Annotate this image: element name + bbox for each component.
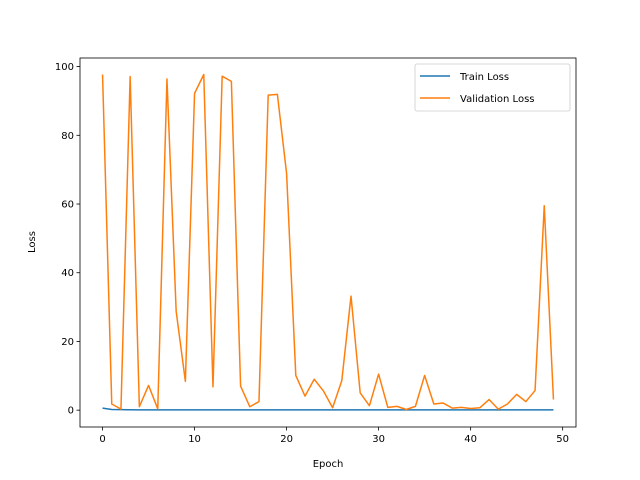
y-tick-label: 40 [61,268,74,279]
x-tick-label: 50 [556,434,569,445]
y-tick-label: 20 [61,337,74,348]
x-tick-label: 30 [372,434,385,445]
x-tick-label: 40 [464,434,477,445]
legend-label-train-loss: Train Loss [459,72,509,83]
series-layer [101,73,555,411]
y-tick-label: 60 [61,200,74,211]
legend-label-validation-loss: Validation Loss [460,94,535,105]
x-tick-label: 0 [99,434,105,445]
series-line-validation-loss [101,73,555,411]
y-tick-label: 80 [61,131,74,142]
x-tick-label: 20 [280,434,293,445]
plot-frame [79,57,577,428]
legend: Train Loss Validation Loss [414,63,571,112]
y-tick-label: 0 [68,406,74,417]
y-tick-label: 100 [55,62,74,73]
x-axis-label: Epoch [313,459,344,470]
series-line-train-loss [102,407,554,411]
tick-layer: 0 10 20 30 40 50 0 20 40 60 80 100 [55,62,569,445]
legend-box [414,63,571,112]
y-axis-label: Loss [27,231,38,253]
x-tick-label: 10 [188,434,201,445]
